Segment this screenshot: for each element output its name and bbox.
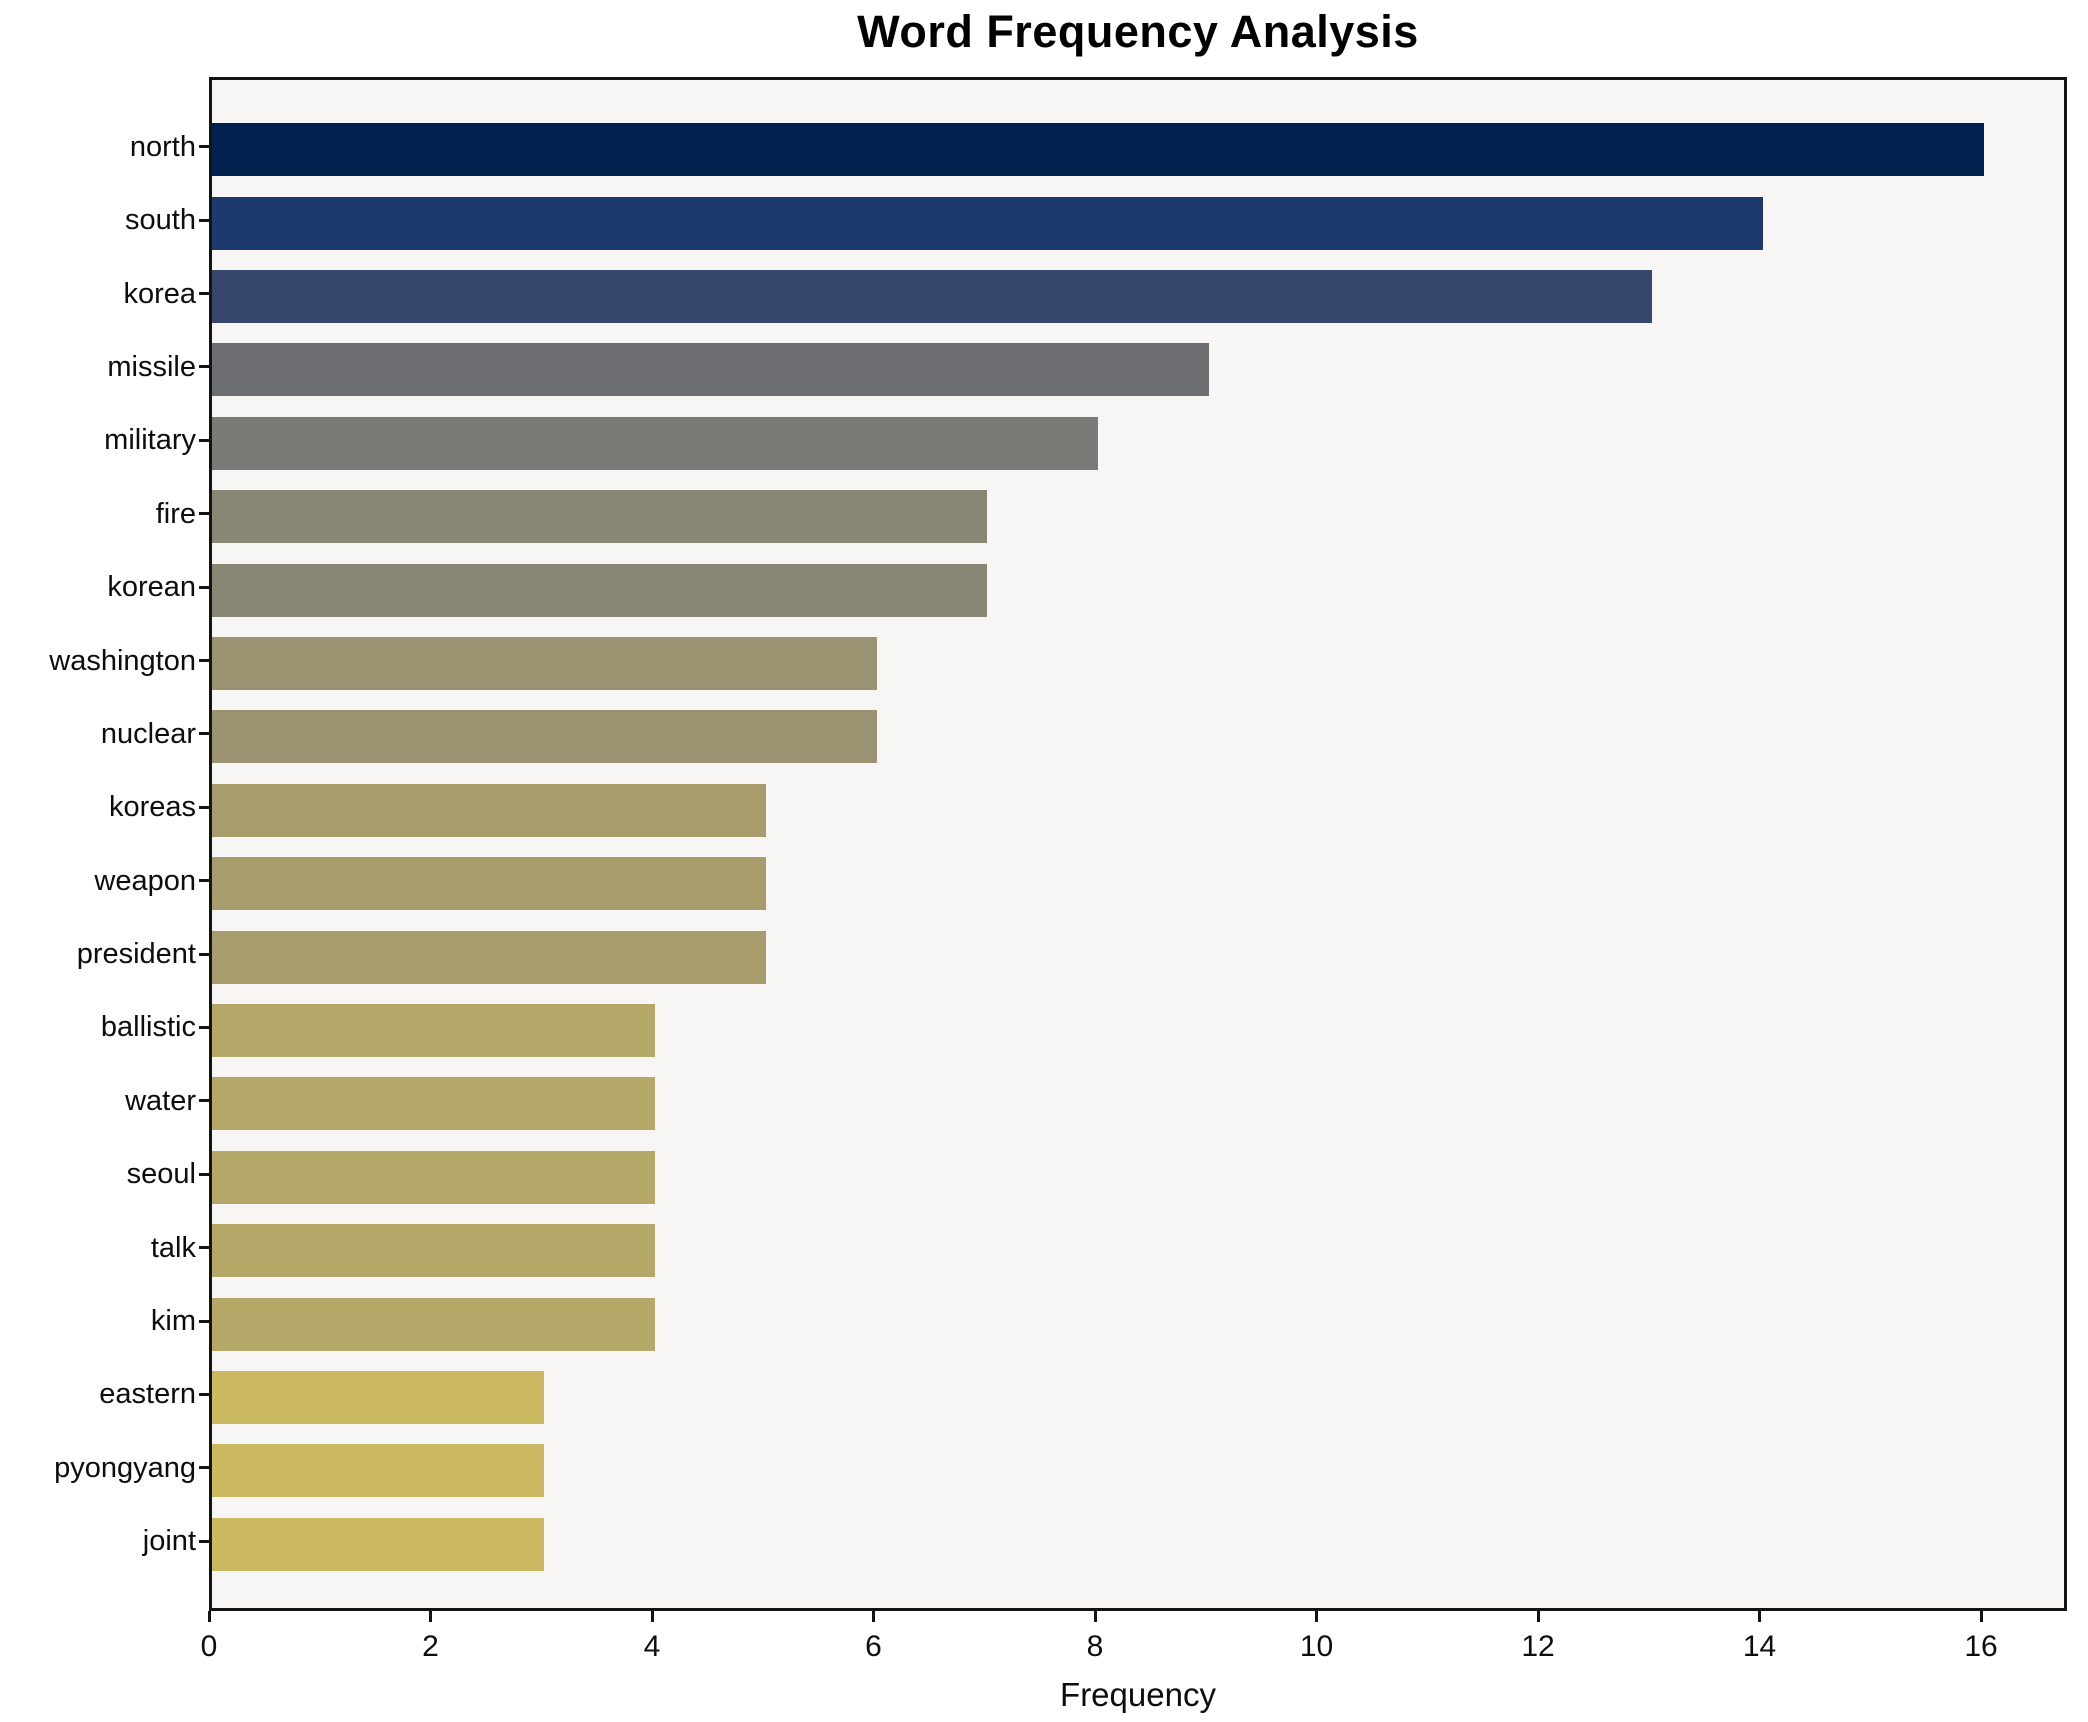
- bar-joint: [212, 1517, 545, 1571]
- y-tick-koreas: [199, 805, 209, 809]
- x-tick-label-0: 0: [200, 1630, 218, 1663]
- x-tick-16: [1979, 1611, 1983, 1622]
- x-tick-label-12: 12: [1521, 1630, 1555, 1663]
- x-tick-6: [872, 1611, 875, 1622]
- y-tick-korean: [199, 585, 209, 589]
- y-label-south: south: [125, 204, 196, 237]
- y-tick-water: [199, 1099, 209, 1103]
- y-tick-ballistic: [199, 1025, 209, 1029]
- y-tick-missile: [199, 365, 209, 369]
- y-label-president: president: [76, 938, 196, 971]
- x-tick-label-16: 16: [1964, 1630, 1998, 1663]
- bar-missile: [212, 343, 1209, 397]
- bar-seoul: [212, 1150, 655, 1204]
- y-label-seoul: seoul: [126, 1158, 196, 1191]
- y-label-joint: joint: [142, 1525, 196, 1558]
- y-tick-north: [199, 145, 209, 149]
- bar-fire: [212, 490, 988, 544]
- bar-military: [212, 416, 1098, 470]
- y-label-military: military: [104, 424, 196, 457]
- y-label-koreas: koreas: [108, 791, 196, 824]
- y-tick-korea: [199, 292, 209, 296]
- x-tick-10: [1315, 1611, 1318, 1622]
- y-label-eastern: eastern: [99, 1378, 196, 1411]
- bar-water: [212, 1077, 655, 1131]
- bar-washington: [212, 637, 877, 690]
- y-tick-washington: [199, 659, 209, 662]
- y-label-north: north: [129, 130, 196, 163]
- y-tick-seoul: [199, 1172, 209, 1176]
- chart-title: Word Frequency Analysis: [857, 6, 1419, 57]
- bar-ballistic: [212, 1003, 655, 1057]
- y-label-ballistic: ballistic: [100, 1011, 196, 1044]
- x-tick-8: [1093, 1611, 1097, 1622]
- bar-president: [212, 930, 766, 984]
- bar-north: [212, 123, 1984, 177]
- x-tick-label-10: 10: [1299, 1630, 1334, 1663]
- y-tick-fire: [199, 512, 209, 516]
- y-axis-labels: north south korea missile military fire korean…: [0, 0, 196, 1722]
- y-label-nuclear: nuclear: [100, 717, 196, 750]
- y-label-korean: korean: [107, 571, 196, 604]
- y-tick-talk: [199, 1246, 209, 1250]
- y-tick-kim: [199, 1319, 209, 1323]
- x-tick-0: [207, 1611, 211, 1622]
- y-label-talk: talk: [150, 1231, 196, 1264]
- bar-eastern: [212, 1370, 545, 1424]
- y-tick-south: [199, 218, 209, 222]
- bar-nuclear: [212, 710, 877, 764]
- y-tick-president: [199, 952, 209, 956]
- bar-talk: [212, 1224, 655, 1278]
- y-tick-nuclear: [199, 732, 209, 736]
- x-tick-label-8: 8: [1086, 1630, 1104, 1663]
- x-tick-label-2: 2: [422, 1630, 439, 1663]
- bar-weapon: [212, 857, 766, 911]
- y-tick-eastern: [199, 1392, 209, 1396]
- x-axis-label: Frequency: [1060, 1676, 1216, 1713]
- plot-area: [209, 77, 2067, 1611]
- y-label-korea: korea: [123, 277, 196, 310]
- bar-korean: [212, 563, 988, 617]
- y-label-water: water: [125, 1084, 196, 1117]
- bar-korea: [212, 270, 1652, 324]
- y-tick-weapon: [199, 879, 209, 883]
- y-label-washington: washington: [49, 644, 196, 677]
- bar-kim: [212, 1297, 655, 1351]
- x-tick-12: [1536, 1611, 1540, 1622]
- y-tick-military: [199, 438, 209, 442]
- bar-koreas: [212, 783, 766, 837]
- y-tick-pyongyang: [199, 1466, 209, 1470]
- x-tick-label-6: 6: [865, 1630, 882, 1663]
- y-label-weapon: weapon: [94, 864, 196, 897]
- bar-pyongyang: [212, 1444, 545, 1498]
- x-tick-label-4: 4: [643, 1630, 661, 1663]
- x-tick-14: [1758, 1611, 1761, 1622]
- y-label-kim: kim: [150, 1305, 196, 1338]
- y-tick-joint: [199, 1539, 209, 1543]
- x-tick-4: [650, 1611, 654, 1622]
- y-label-fire: fire: [155, 497, 196, 530]
- x-tick-2: [429, 1611, 432, 1622]
- x-tick-label-14: 14: [1742, 1630, 1777, 1663]
- bar-south: [212, 196, 1763, 250]
- y-label-missile: missile: [107, 350, 196, 383]
- y-label-pyongyang: pyongyang: [54, 1451, 196, 1484]
